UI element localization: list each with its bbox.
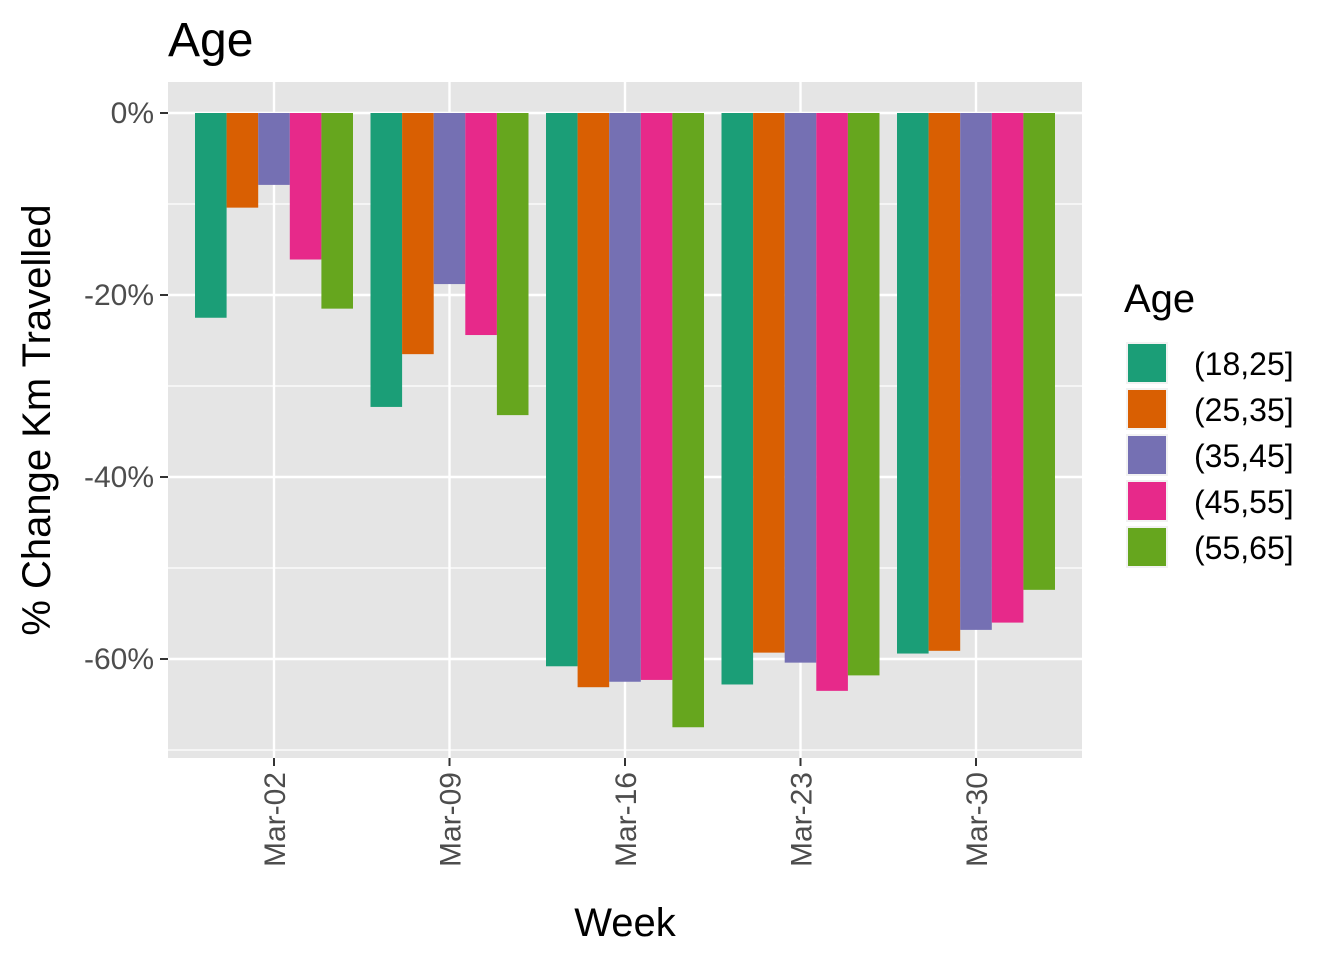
y-tick-label: -60% — [84, 643, 154, 676]
bar — [816, 113, 848, 691]
legend-swatch — [1128, 482, 1166, 520]
x-axis-ticks: Mar-02 Mar-09 Mar-16 Mar-23 Mar-30 — [259, 758, 994, 867]
legend-items: (18,25] (25,35] (35,45] (45,55] (55,65] — [1126, 342, 1294, 568]
bars — [195, 113, 1055, 728]
legend-label: (35,45] — [1194, 438, 1294, 474]
bar — [784, 113, 817, 663]
y-axis-title: % Change Km Travelled — [15, 204, 59, 635]
bar — [753, 113, 785, 653]
x-tick-label: Mar-23 — [786, 772, 819, 867]
chart-title: Age — [168, 14, 253, 67]
bar — [465, 113, 497, 336]
bar — [289, 113, 322, 260]
bar — [577, 113, 610, 688]
bar — [258, 113, 290, 185]
legend-label: (45,55] — [1194, 484, 1294, 520]
bar — [433, 113, 466, 285]
bar — [672, 113, 704, 728]
legend-swatch — [1128, 344, 1166, 382]
legend-label: (18,25] — [1194, 346, 1294, 382]
legend-label: (55,65] — [1194, 530, 1294, 566]
legend: Age (18,25] (25,35] (35,45] (45,55] (55,65] — [1124, 277, 1294, 568]
bar — [721, 113, 754, 685]
y-tick-label: -20% — [84, 279, 154, 312]
bar — [847, 113, 880, 676]
bar — [226, 113, 259, 208]
bar — [1023, 113, 1055, 590]
bar — [960, 113, 992, 630]
x-axis-title: Week — [574, 901, 677, 945]
bar — [640, 113, 673, 680]
legend-swatch — [1128, 436, 1166, 474]
bar — [991, 113, 1024, 623]
bar — [546, 113, 578, 667]
bar — [496, 113, 529, 416]
x-tick-label: Mar-02 — [259, 772, 292, 867]
bar — [609, 113, 641, 682]
y-tick-label: 0% — [111, 97, 154, 130]
legend-swatch — [1128, 390, 1166, 428]
bar — [195, 113, 227, 318]
x-tick-label: Mar-30 — [961, 772, 994, 867]
y-axis-ticks: 0% -20% -40% -60% — [84, 97, 168, 676]
y-tick-label: -40% — [84, 461, 154, 494]
bar — [402, 113, 434, 355]
bar — [370, 113, 403, 407]
x-tick-label: Mar-09 — [435, 772, 468, 867]
bar — [321, 113, 353, 309]
legend-title: Age — [1124, 277, 1195, 321]
bar — [897, 113, 929, 654]
legend-swatch — [1128, 528, 1166, 566]
bar — [928, 113, 961, 651]
x-tick-label: Mar-16 — [610, 772, 643, 867]
legend-label: (25,35] — [1194, 392, 1294, 428]
